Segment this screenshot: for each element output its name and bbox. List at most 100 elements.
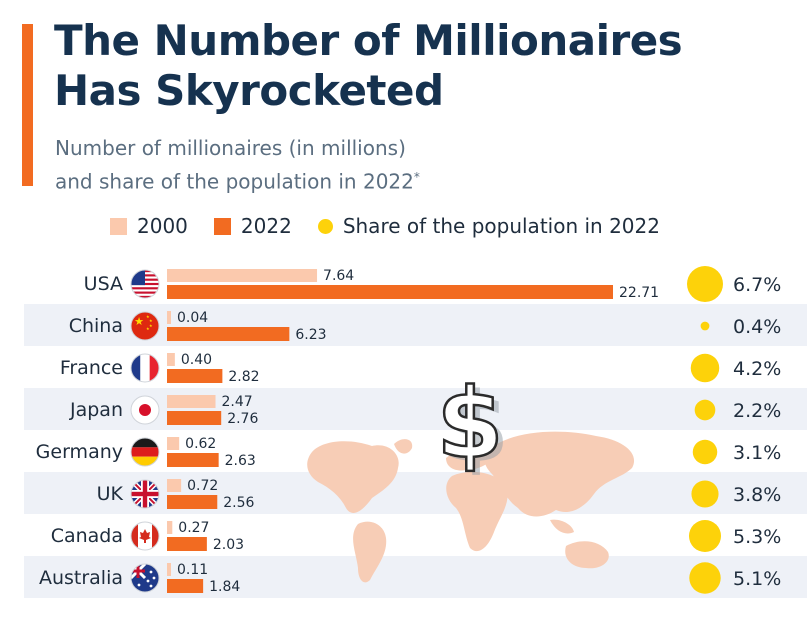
bar-2022 xyxy=(167,579,204,593)
svg-text:$: $ xyxy=(437,368,504,480)
australia-flag-icon xyxy=(130,563,160,593)
share-label: 5.1% xyxy=(733,568,781,590)
bar-2022 xyxy=(167,327,290,341)
value-label-2000: 0.04 xyxy=(177,310,208,326)
value-label-2022: 2.56 xyxy=(223,495,254,511)
bar-2022 xyxy=(167,495,218,509)
continent-shape xyxy=(535,493,545,509)
bar-2000 xyxy=(167,269,318,282)
category-label: France xyxy=(60,357,123,379)
share-bubble xyxy=(692,439,718,465)
bar-2000 xyxy=(167,395,216,408)
uk-flag-icon xyxy=(130,479,160,509)
dollar-sign-icon: $ $ xyxy=(435,367,510,484)
legend-swatch-2022 xyxy=(213,217,231,235)
svg-text:★: ★ xyxy=(149,323,153,328)
chart-row: Australia 0.111.84 5.1% xyxy=(39,562,781,595)
bar-chart: $ $ USA 7.64 22.71 6.7% China ★ ★★★★ 0.04 6.23 0.… xyxy=(24,266,807,598)
bar-2000 xyxy=(167,563,171,576)
bar-2000 xyxy=(167,521,173,534)
share-bubble xyxy=(689,562,721,594)
share-label: 6.7% xyxy=(733,274,781,296)
subtitle-note-mark: * xyxy=(413,170,420,184)
svg-text:★: ★ xyxy=(134,315,144,328)
chart-row: Japan 2.472.76 2.2% xyxy=(69,394,781,427)
bar-2000 xyxy=(167,353,175,366)
value-label-2022: 2.03 xyxy=(213,537,244,553)
continent-shape xyxy=(353,521,387,583)
legend-item-2022: 2022 xyxy=(213,214,292,238)
value-label-2000: 0.11 xyxy=(177,562,208,578)
share-bubble xyxy=(700,321,710,331)
svg-text:★: ★ xyxy=(146,314,150,319)
legend-item-share: Share of the population in 2022 xyxy=(317,214,660,238)
bar-2000 xyxy=(167,479,182,492)
category-label: China xyxy=(69,315,123,337)
share-label: 3.1% xyxy=(733,442,781,464)
bar-2000 xyxy=(167,437,180,450)
value-label-2022: 2.82 xyxy=(228,369,259,385)
continent-shape xyxy=(550,519,574,534)
value-label-2022: 2.63 xyxy=(225,453,256,469)
continent-shape xyxy=(446,450,494,471)
value-label-2000: 7.64 xyxy=(323,268,354,284)
share-bubble xyxy=(688,519,722,553)
title-line-1: The Number of Millionaires xyxy=(54,16,683,65)
chart-rows: USA 7.64 22.71 6.7% China ★ ★★★★ 0.04 6.23 0.4% Fr… xyxy=(36,266,782,595)
bar-2022 xyxy=(167,285,613,299)
legend-swatch-2000 xyxy=(110,217,127,235)
world-map-icon xyxy=(307,431,635,583)
chart-row: China ★ ★★★★ 0.04 6.23 0.4% xyxy=(69,310,782,343)
subtitle-line-2: and share of the population in 2022* xyxy=(55,163,755,197)
svg-text:$: $ xyxy=(443,372,510,484)
category-label: Germany xyxy=(36,441,123,463)
bar-2022 xyxy=(167,411,222,425)
chart-title: The Number of Millionaires Has Skyrocket… xyxy=(54,16,794,116)
legend-label-2000: 2000 xyxy=(137,214,188,238)
row-bands xyxy=(24,304,807,598)
category-label: Australia xyxy=(39,567,123,589)
category-label: Canada xyxy=(51,525,123,547)
legend-item-2000: 2000 xyxy=(110,214,188,238)
japan-flag-icon xyxy=(130,395,160,425)
share-bubble xyxy=(694,399,716,421)
title-line-2: Has Skyrocketed xyxy=(54,66,444,115)
share-label: 3.8% xyxy=(733,484,781,506)
category-label: Japan xyxy=(69,399,123,421)
chart-row: Germany 0.62 2.63 3.1% xyxy=(36,436,782,469)
value-label-2022: 6.23 xyxy=(295,327,326,343)
svg-text:★: ★ xyxy=(149,318,153,323)
value-label-2022: 22.71 xyxy=(619,285,659,301)
category-label: USA xyxy=(84,273,123,295)
bar-2022 xyxy=(167,453,219,467)
legend-label-2022: 2022 xyxy=(240,214,292,238)
chart-row: France 0.40 2.82 4.2% xyxy=(60,352,781,385)
bar-2000 xyxy=(167,311,171,324)
chart-row: USA 7.64 22.71 6.7% xyxy=(84,266,781,302)
chart-row: UK 0.72 2.56 3.8% xyxy=(97,478,782,511)
france-flag-icon xyxy=(130,353,160,383)
category-label: UK xyxy=(97,483,124,505)
germany-flag-icon xyxy=(130,437,160,467)
share-bubble xyxy=(691,480,719,508)
canada-flag-icon xyxy=(130,521,160,551)
continent-shape xyxy=(484,431,635,517)
value-label-2000: 0.62 xyxy=(185,436,216,452)
accent-bar xyxy=(22,24,33,186)
svg-text:★: ★ xyxy=(146,326,150,331)
share-label: 2.2% xyxy=(733,400,781,422)
us-flag-icon xyxy=(130,269,160,299)
continent-shape xyxy=(307,441,399,513)
subtitle-line-1: Number of millionaires (in millions) xyxy=(55,136,406,160)
legend-label-share: Share of the population in 2022 xyxy=(342,214,660,238)
continent-shape xyxy=(565,541,609,569)
value-label-2022: 2.76 xyxy=(227,411,258,427)
bar-2022 xyxy=(167,369,223,383)
share-bubble xyxy=(687,266,723,302)
value-label-2000: 0.27 xyxy=(178,520,209,536)
continent-shape xyxy=(394,439,413,454)
continent-shape xyxy=(446,471,508,552)
subtitle-line-2-text: and share of the population in 2022 xyxy=(55,169,414,194)
bar-2022 xyxy=(167,537,207,551)
value-label-2000: 0.72 xyxy=(187,478,218,494)
